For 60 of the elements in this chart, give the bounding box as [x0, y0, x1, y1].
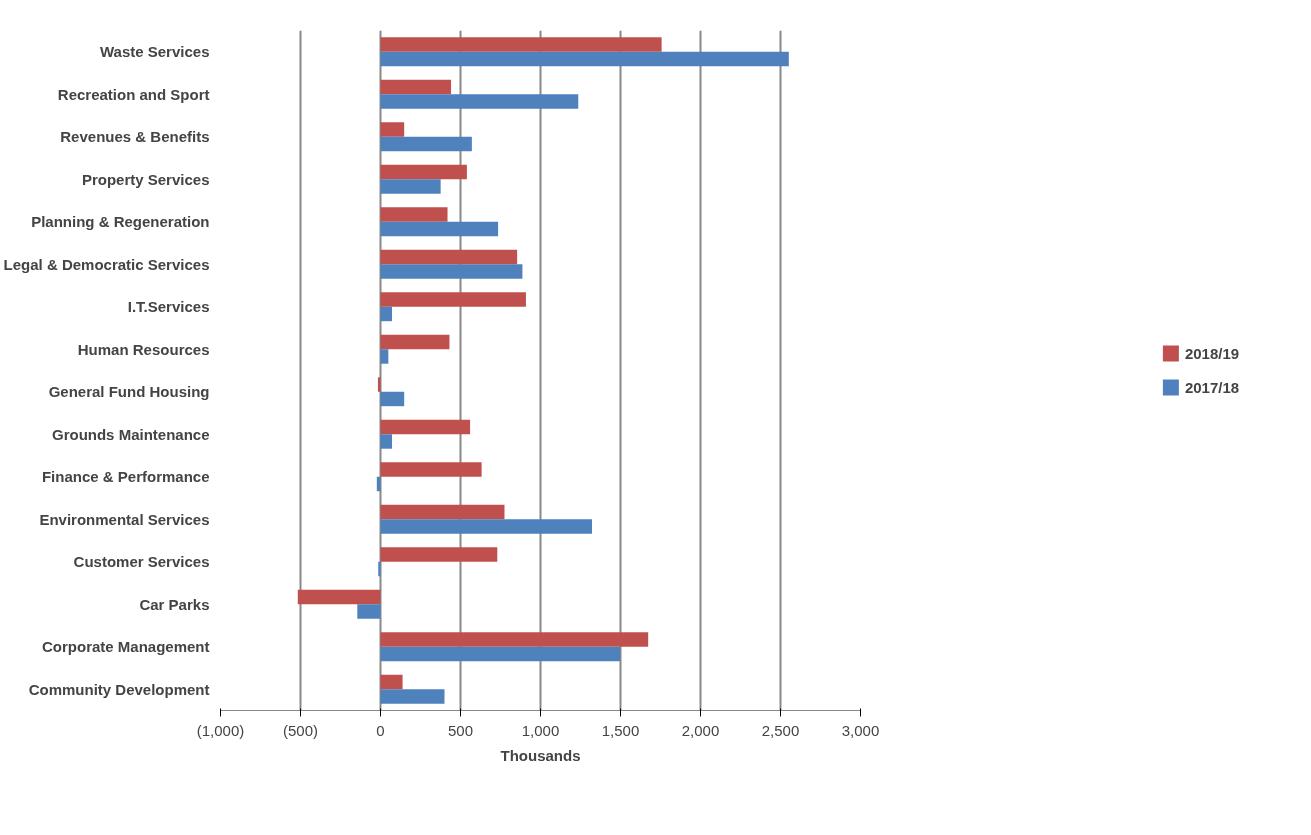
- legend-label: 2017/18: [1184, 378, 1240, 396]
- y-tick-label: Human Resources: [77, 340, 210, 358]
- bar: [380, 689, 445, 704]
- bar: [380, 391, 405, 407]
- bar: [380, 249, 518, 265]
- y-tick-label: Grounds Maintenance: [51, 425, 210, 443]
- bar: [380, 207, 448, 222]
- bar: [380, 221, 499, 237]
- x-tick-label: 0: [376, 721, 385, 739]
- x-tick-label: 3,000: [841, 721, 880, 739]
- y-tick-label: Environmental Services: [39, 510, 210, 528]
- y-tick-label: Revenues & Benefits: [60, 128, 210, 146]
- bar: [380, 646, 621, 662]
- bar: [376, 476, 381, 492]
- y-tick-label: Car Parks: [139, 595, 210, 613]
- bar: [380, 519, 593, 534]
- bar: [380, 306, 393, 322]
- bar: [380, 504, 505, 520]
- bar: [380, 419, 471, 435]
- y-tick-label: Recreation and Sport: [57, 85, 210, 103]
- legend-label: 2018/19: [1184, 344, 1240, 362]
- y-tick-label: Legal & Democratic Services: [3, 255, 210, 273]
- bar: [380, 349, 389, 364]
- bar: [380, 51, 789, 67]
- x-tick-label: 2,000: [681, 721, 720, 739]
- y-tick-label: Property Services: [81, 170, 210, 188]
- x-axis-title: Thousands: [500, 746, 581, 764]
- bar: [380, 434, 393, 449]
- x-tick-label: 1,000: [521, 721, 560, 739]
- bar: [380, 37, 662, 52]
- bar: [297, 589, 381, 605]
- x-tick-label: 1,500: [601, 721, 640, 739]
- bar: [377, 377, 381, 392]
- bar: [380, 264, 523, 279]
- bar: [380, 94, 579, 109]
- bar: [380, 674, 403, 690]
- y-tick-label: Planning & Regeneration: [31, 213, 210, 231]
- bar: [380, 632, 649, 647]
- y-tick-label: Finance & Performance: [41, 468, 210, 486]
- y-tick-label: Waste Services: [99, 43, 210, 61]
- bar: [380, 122, 405, 137]
- y-tick-label: Customer Services: [73, 553, 210, 571]
- y-tick-label: General Fund Housing: [48, 383, 210, 401]
- x-tick-label: (1,000): [196, 721, 245, 739]
- bar: [380, 547, 498, 562]
- bar: [380, 179, 441, 194]
- y-tick-label: Corporate Management: [41, 638, 210, 656]
- bar: [357, 604, 381, 619]
- x-tick-label: 500: [447, 721, 474, 739]
- y-tick-label: I.T.Services: [127, 298, 210, 316]
- bar: [380, 164, 467, 180]
- bar: [380, 462, 482, 477]
- x-tick-label: 2,500: [761, 721, 800, 739]
- bar: [380, 292, 526, 307]
- bar: [380, 79, 452, 95]
- y-tick-label: Community Development: [28, 680, 210, 698]
- bar: [380, 334, 450, 350]
- bar: [378, 561, 381, 577]
- x-tick-label: (500): [282, 721, 319, 739]
- bar: [380, 136, 472, 152]
